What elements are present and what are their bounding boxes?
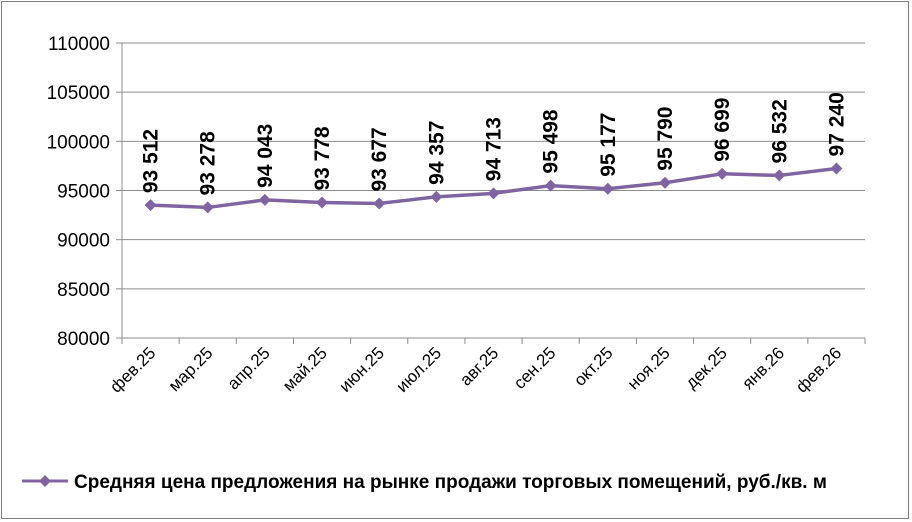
data-point-marker [487,187,500,200]
y-tick-label: 110000 [48,34,110,55]
data-labels: 93 512 93 278 94 043 93 778 93 677 94 357 94 7… [140,92,849,195]
x-tick-label: авг.25 [456,343,502,389]
x-tick-label: май.25 [279,343,331,395]
x-tick-label: мар.25 [165,343,217,395]
x-axis: фев.25 мар.25 апр.25 май.25 июн.25 июл.25 авг.… [106,337,866,397]
data-point-marker [773,169,786,182]
x-tick-label: апр.25 [224,343,274,393]
data-point-marker [144,199,157,212]
x-tick-label: янв.26 [738,343,788,393]
data-point-marker [430,190,443,203]
data-point-marker [544,179,557,192]
y-tick-label: 100000 [47,132,110,153]
data-label: 95 498 [540,109,563,174]
data-label: 96 532 [768,99,791,163]
legend-diamond-marker [39,475,51,487]
data-label: 93 677 [368,127,391,191]
x-tick-label: июн.25 [335,343,388,396]
data-point-marker [716,167,729,180]
data-point-marker [201,201,214,214]
x-tick-label: ноя.25 [624,343,674,393]
x-tick-label: фев.25 [106,343,159,396]
legend-entry: Средняя цена предложения на рынке продаж… [74,472,827,493]
y-tick-label: 95000 [57,182,110,203]
x-tick-label: июл.25 [393,343,446,396]
y-tick-label: 85000 [57,280,110,301]
data-label: 94 043 [254,124,277,188]
data-label: 95 790 [654,106,677,170]
data-point-marker [316,196,329,209]
y-axis: 80000 85000 90000 95000 100000 105000 110000 [47,34,123,350]
data-label: 94 713 [483,117,506,181]
y-tick-label: 80000 [57,329,110,350]
data-label: 93 512 [140,129,163,193]
data-point-marker [601,182,614,195]
data-label: 93 778 [311,126,334,191]
data-point-marker [258,193,271,206]
x-tick-label: сен.25 [510,343,559,392]
data-point-marker [373,197,386,210]
data-label: 94 357 [425,121,448,185]
data-label: 93 278 [197,131,220,196]
x-tick-label: дек.25 [682,343,731,392]
data-label: 95 177 [597,113,620,177]
gridlines [122,42,865,290]
y-tick-label: 105000 [47,83,110,104]
data-label: 97 240 [825,92,848,156]
y-tick-label: 90000 [57,231,110,252]
data-label: 96 699 [711,98,734,162]
x-tick-label: окт.25 [570,343,616,389]
series-line [144,162,843,214]
data-point-marker [658,176,671,189]
legend: Средняя цена предложения на рынке продаж… [22,472,827,493]
x-tick-label: фев.26 [792,343,845,396]
data-point-marker [830,162,843,175]
